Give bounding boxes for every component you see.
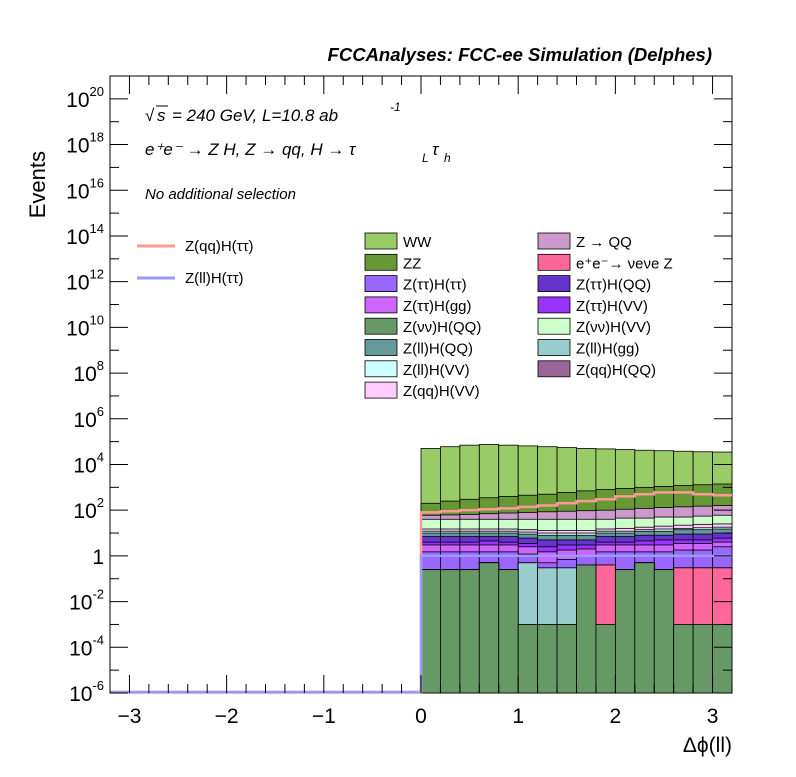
bar-nunuH_QQ-bin-12 xyxy=(653,569,675,694)
energy-exponent: -1 xyxy=(390,100,401,114)
bar-nunuH_QQ-bin-9 xyxy=(595,624,616,694)
legend: Z(qq)H(ττ) Z(ll)H(ττ) WW Z → QQ ZZ e⁺e⁻→ νeνe… xyxy=(137,232,673,400)
legend-label-nunuZ: e⁺e⁻→ νeνe Z xyxy=(576,255,673,272)
legend-label-tautauH_tautau: Z(ττ)H(ττ) xyxy=(403,277,467,294)
process-subscript-l: L xyxy=(422,151,429,165)
stack-layer xyxy=(420,444,733,694)
legend-label-tautauH_QQ: Z(ττ)H(QQ) xyxy=(576,277,651,294)
x-tick-label: 3 xyxy=(707,705,719,728)
y-tick-label: 10-4 xyxy=(69,632,104,660)
chart-title: FCCAnalyses: FCC-ee Simulation (Delphes) xyxy=(328,44,712,65)
bar-nunuH_QQ-bin-5 xyxy=(517,624,539,694)
legend-swatch-tautauH_QQ xyxy=(537,275,571,293)
y-tick-label: 108 xyxy=(73,358,104,386)
bar-nunuH_QQ-bin-1 xyxy=(440,569,461,694)
sqrt-symbol: √ xyxy=(145,106,155,125)
legend-signal-label: Z(qq)H(ττ) xyxy=(185,238,254,255)
signal-layer xyxy=(110,491,732,694)
bar-nunuH_QQ-bin-11 xyxy=(634,562,655,694)
legend-label-llH_VV: Z(ll)H(VV) xyxy=(403,362,470,379)
bar-nunuH_QQ-bin-3 xyxy=(478,562,500,694)
legend-label-ZZ: ZZ xyxy=(403,255,421,272)
legend-swatch-llH_QQ xyxy=(364,339,398,356)
x-tick-label: −2 xyxy=(215,705,239,728)
x-axis-label: Δϕ(ll) xyxy=(683,734,732,757)
y-axis-label: Events xyxy=(25,151,50,218)
x-tick-label: 1 xyxy=(512,705,524,728)
bar-nunuH_QQ-bin-7 xyxy=(556,624,577,694)
legend-label-nunuH_VV: Z(νν)H(VV) xyxy=(576,319,651,336)
legend-label-qqH_VV: Z(qq)H(VV) xyxy=(403,383,480,400)
bar-nunuH_QQ-bin-13 xyxy=(673,624,694,694)
bar-nunuH_QQ-bin-4 xyxy=(498,569,519,694)
legend-label-nunuH_QQ: Z(νν)H(QQ) xyxy=(403,319,481,336)
selection-annotation: No additional selection xyxy=(145,186,296,203)
legend-label-tautauH_VV: Z(ττ)H(VV) xyxy=(576,298,648,315)
y-tick-label: 1 xyxy=(92,546,104,569)
legend-swatch-llH_VV xyxy=(364,360,398,378)
legend-swatch-tautauH_VV xyxy=(537,296,571,314)
y-tick-label: 102 xyxy=(73,495,104,523)
legend-label-tautauH_gg: Z(ττ)H(gg) xyxy=(403,298,472,315)
bar-nunuH_QQ-bin-8 xyxy=(576,564,597,694)
x-tick-label: −1 xyxy=(312,705,336,728)
y-tick-label: 1012 xyxy=(66,267,104,295)
legend-swatch-qqH_VV xyxy=(364,381,398,399)
legend-label-WW: WW xyxy=(403,234,432,251)
process-text: e⁺e⁻ → Z H, Z → qq, H → τ xyxy=(145,140,357,159)
legend-swatch-tautauH_gg xyxy=(364,296,398,314)
bar-nunuH_QQ-bin-15 xyxy=(712,624,733,694)
energy-text: = 240 GeV, L=10.8 ab xyxy=(172,106,338,125)
axis-layer: −3 −2 −1 0 1 2 3 10-6 10-4 10-2 1 102 104 106 108 1010 1… xyxy=(66,75,733,728)
legend-swatch-nunuH_VV xyxy=(537,317,571,335)
legend-label-llH_QQ: Z(ll)H(QQ) xyxy=(403,341,473,358)
x-tick-label: −3 xyxy=(117,705,141,728)
y-tick-label: 1020 xyxy=(66,84,104,112)
legend-swatch-Zqq xyxy=(537,232,571,250)
process-annotation: e⁺e⁻ → Z H, Z → qq, H → τ L τ h xyxy=(145,140,451,165)
y-tick-label: 10-2 xyxy=(69,587,104,615)
signal-line-1 xyxy=(110,554,732,694)
bar-nunuH_QQ-bin-2 xyxy=(459,569,480,694)
legend-swatch-ZZ xyxy=(364,253,398,271)
legend-swatch-WW xyxy=(364,232,398,250)
legend-label-qqH_QQ: Z(qq)H(QQ) xyxy=(576,362,656,379)
energy-annotation: √ s = 240 GeV, L=10.8 ab -1 xyxy=(145,100,401,125)
process-subscript-h: h xyxy=(444,151,451,165)
legend-swatch-nunuH_QQ xyxy=(364,317,398,335)
y-tick-label: 1014 xyxy=(66,221,104,249)
energy-sqrt-arg: s xyxy=(157,106,166,125)
y-tick-label: 104 xyxy=(73,449,104,477)
legend-swatch-qqH_QQ xyxy=(537,360,571,378)
legend-label-llH_gg: Z(ll)H(gg) xyxy=(576,341,639,358)
legend-signal-label: Z(ll)H(ττ) xyxy=(185,270,244,287)
bar-nunuH_QQ-bin-0 xyxy=(420,569,441,694)
y-tick-label: 106 xyxy=(73,404,104,432)
legend-label-Zqq: Z → QQ xyxy=(576,234,632,251)
y-tick-label: 1016 xyxy=(66,175,104,203)
signal-line-0 xyxy=(110,491,732,694)
legend-swatch-tautauH_tautau xyxy=(364,275,398,293)
y-tick-label: 10-6 xyxy=(69,678,104,706)
bar-nunuH_QQ-bin-14 xyxy=(692,624,713,694)
bar-nunuH_QQ-bin-6 xyxy=(537,624,558,694)
x-tick-label: 0 xyxy=(415,705,427,728)
legend-swatch-nunuZ xyxy=(537,253,571,271)
bar-nunuH_QQ-bin-10 xyxy=(614,569,636,694)
y-tick-label: 1010 xyxy=(66,312,104,340)
y-tick-label: 1018 xyxy=(66,130,104,158)
process-tau2: τ xyxy=(432,140,440,159)
legend-swatch-llH_gg xyxy=(537,339,571,356)
x-tick-label: 2 xyxy=(610,705,622,728)
